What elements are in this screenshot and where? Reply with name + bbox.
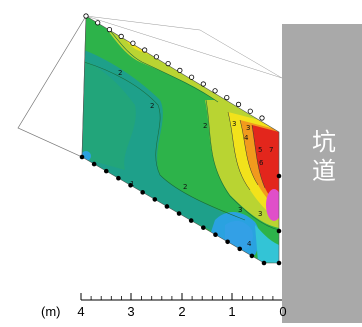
electrode-filled <box>201 225 206 230</box>
contour-label: 7 <box>269 146 273 154</box>
electrode-open <box>165 60 171 67</box>
electrode-group-bottom <box>79 154 282 266</box>
contour-fill <box>82 16 279 263</box>
contour-label: 2 <box>203 122 207 130</box>
contour-label: 6 <box>259 159 264 167</box>
electrode-open <box>212 88 218 94</box>
scale-tick-2: 2 <box>178 304 186 319</box>
electrode-open <box>177 67 183 74</box>
electrode-group-top <box>83 13 265 121</box>
electrode-filled <box>140 190 145 195</box>
scale-tick-1: 1 <box>228 304 236 319</box>
electrode-open <box>83 13 89 19</box>
electrode-open <box>95 20 101 26</box>
scale-tick-0: 0 <box>279 304 287 319</box>
scale-tick-3: 3 <box>127 304 135 319</box>
electrode-open <box>200 81 206 87</box>
electrode-filled <box>164 204 170 209</box>
contour-label: 4 <box>247 240 252 248</box>
electrode-open <box>235 101 242 108</box>
contour-label: 2 <box>150 102 154 110</box>
electrode-filled <box>176 211 182 216</box>
contour-label: 4 <box>244 134 249 142</box>
electrode-open <box>153 54 159 60</box>
electrode-filled <box>79 154 85 160</box>
electrode-filled <box>152 197 158 202</box>
scan-outline-right <box>85 15 283 79</box>
electrode-filled <box>276 260 282 266</box>
electrode-filled <box>103 168 109 174</box>
fan-boundary <box>81 15 280 264</box>
electrode-filled <box>276 173 282 179</box>
contour-label: 3 <box>246 124 250 132</box>
scan-outline <box>17 14 87 158</box>
electrode-filled <box>276 228 282 234</box>
electrode-filled <box>261 260 267 266</box>
contour-label: 5 <box>258 146 262 154</box>
electrode-filled <box>116 175 121 181</box>
electrode-filled <box>225 239 230 245</box>
electrode-open <box>142 47 148 53</box>
electrode-open <box>189 74 195 80</box>
electrode-open <box>130 40 136 46</box>
electrode-filled <box>249 253 255 259</box>
electrode-open <box>259 115 265 121</box>
electrode-filled <box>91 161 97 167</box>
scale-minor-ticks <box>90 296 274 300</box>
scale-tick-4: 4 <box>77 304 85 319</box>
electrode-open <box>224 95 230 101</box>
contour-label: 2 <box>118 69 122 77</box>
electrode-open <box>106 26 113 33</box>
electrode-open <box>247 108 253 114</box>
scale-unit-label: (m) <box>41 304 61 319</box>
contour-label: 2 <box>183 183 187 191</box>
contour-label: 3 <box>238 206 242 214</box>
tunnel-label: 坑道 <box>312 128 336 185</box>
electrode-open <box>118 33 124 40</box>
tunnel-block <box>282 24 362 323</box>
electrode-filled <box>213 232 218 238</box>
electrode-filled <box>188 218 194 223</box>
contour-label: 3 <box>232 120 236 128</box>
contour-label: 3 <box>258 210 262 218</box>
electrode-filled <box>237 246 243 252</box>
electrode-filled <box>128 182 133 188</box>
